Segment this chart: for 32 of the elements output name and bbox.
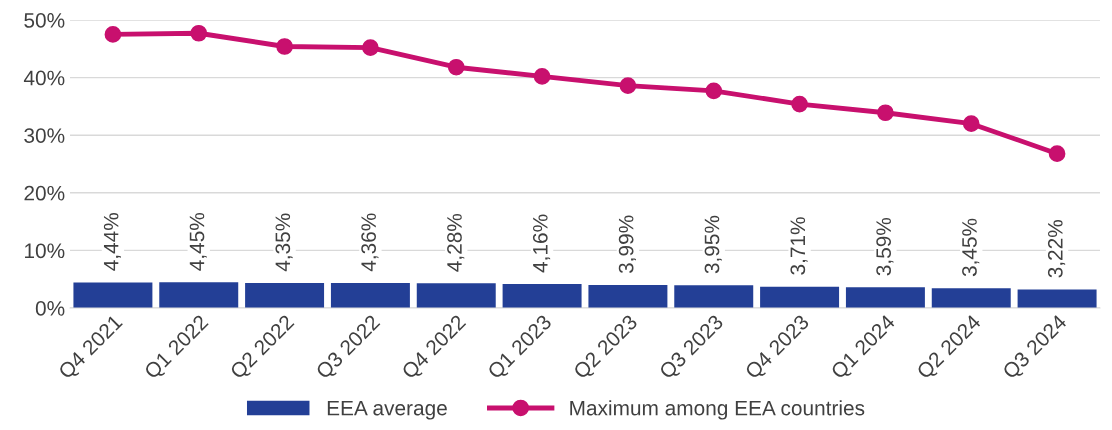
point bbox=[962, 115, 980, 133]
data-label: 4,44% bbox=[103, 212, 121, 271]
data-label: 3,71% bbox=[790, 217, 808, 275]
y-tick-label: 50% bbox=[24, 13, 65, 28]
point bbox=[1048, 145, 1066, 162]
point bbox=[190, 24, 208, 42]
point bbox=[619, 77, 637, 94]
data-label: 3,59% bbox=[876, 217, 894, 276]
data-label: 3,22% bbox=[1047, 220, 1066, 278]
point bbox=[791, 95, 808, 113]
data-label: 4,16% bbox=[532, 214, 551, 273]
data-label: 4,45% bbox=[189, 212, 207, 271]
legend-label: Maximum among EEA countries bbox=[570, 400, 865, 420]
data-label: 3,95% bbox=[704, 215, 722, 274]
y-tick-label: 10% bbox=[25, 243, 65, 259]
y-tick-label: 40% bbox=[23, 70, 65, 86]
point bbox=[104, 26, 122, 43]
y-tick-label: 20% bbox=[24, 185, 65, 201]
data-label: 4,28% bbox=[447, 213, 465, 272]
legend-label: EEA average bbox=[327, 400, 447, 420]
data-label: 4,36% bbox=[361, 213, 379, 272]
point bbox=[362, 39, 379, 56]
point bbox=[705, 82, 723, 100]
point bbox=[533, 68, 551, 85]
data-label: 4,35% bbox=[275, 213, 293, 272]
y-tick-label: 30% bbox=[24, 128, 65, 143]
point bbox=[877, 104, 894, 122]
data-label: 3,45% bbox=[962, 218, 980, 277]
point bbox=[447, 58, 465, 76]
y-tick-label: 0% bbox=[35, 301, 65, 316]
data-label: 3,99% bbox=[618, 215, 636, 274]
point bbox=[276, 38, 293, 55]
